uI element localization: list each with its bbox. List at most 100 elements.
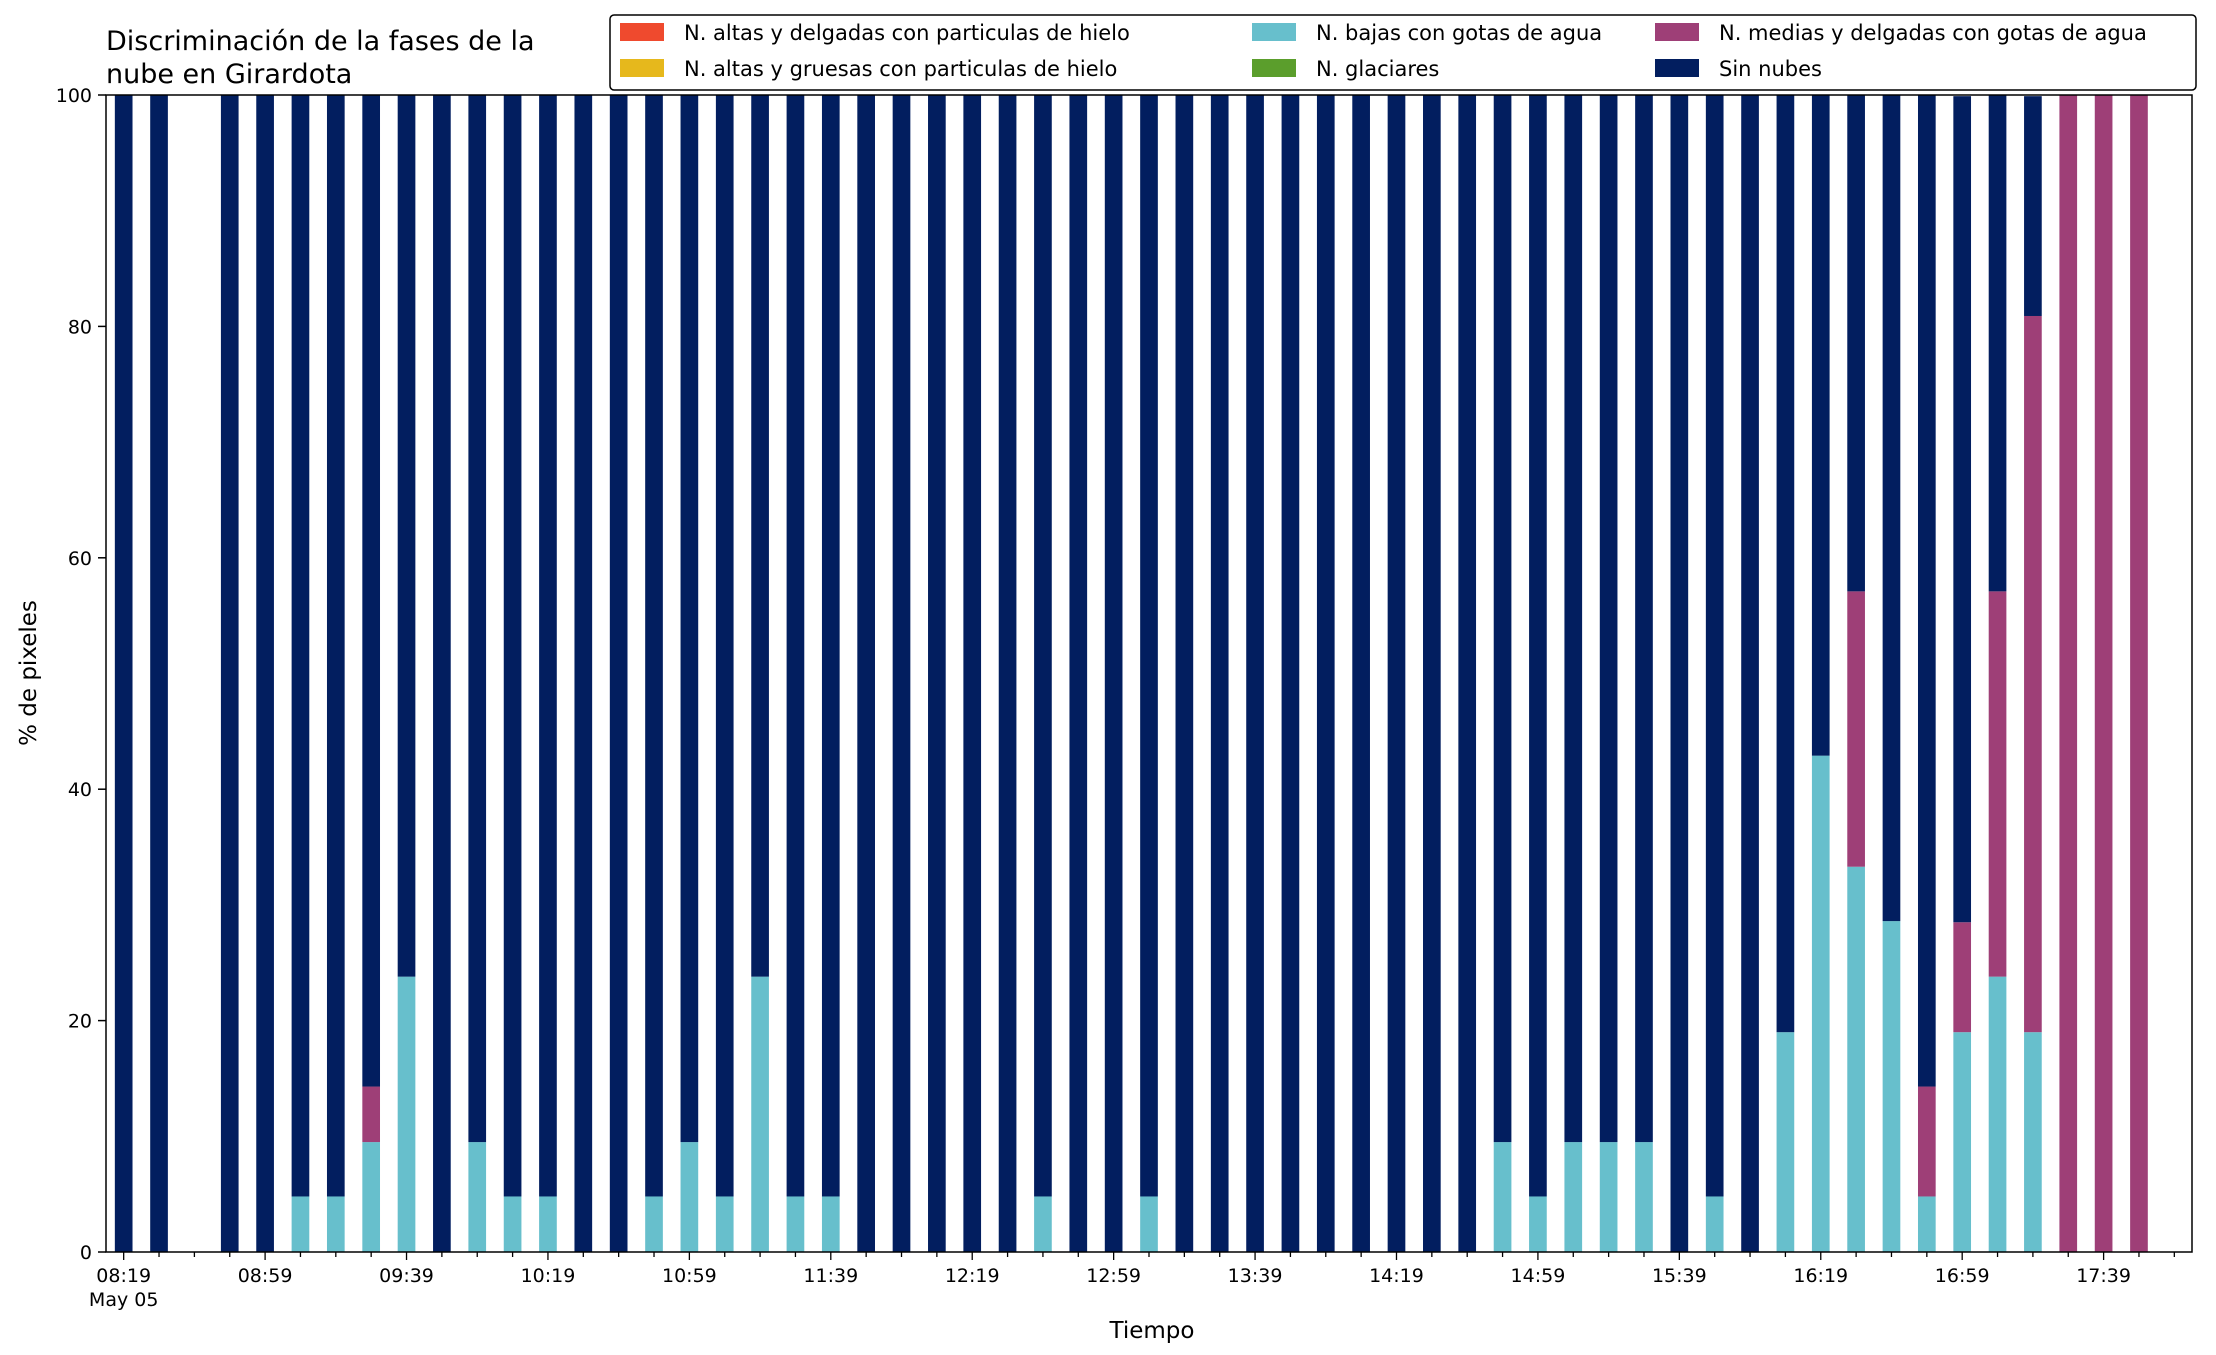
bar-n-bajas-con-gotas-de-agua-1449 — [1493, 1142, 1512, 1252]
bar-n-bajas-con-gotas-de-agua-1129 — [786, 1196, 805, 1252]
bar-n-bajas-con-gotas-de-agua-1629 — [1847, 866, 1865, 1252]
y-tick-label-40: 40 — [68, 779, 92, 801]
x-tick-label-1459: 14:59 — [1511, 1265, 1566, 1287]
bar-sin-nubes-1349 — [1281, 95, 1300, 1252]
bar-sin-nubes-1139 — [821, 95, 840, 1197]
x-tick-label-0939: 09:39 — [379, 1265, 434, 1287]
bar-sin-nubes-1329 — [1210, 95, 1229, 1252]
bar-sin-nubes-1629 — [1847, 95, 1865, 592]
x-tick-label-1259: 12:59 — [1086, 1265, 1141, 1287]
bar-sin-nubes-1429 — [1423, 95, 1441, 1252]
bar-n-bajas-con-gotas-de-agua-1459 — [1529, 1196, 1547, 1252]
bar-sin-nubes-1459 — [1529, 95, 1547, 1197]
y-tick-label-60: 60 — [68, 548, 92, 570]
bar-n-medias-y-delgadas-con-gotas-de-agua-0929 — [362, 1086, 381, 1143]
bar-n-medias-y-delgadas-con-gotas-de-agua-1739 — [2094, 95, 2113, 1252]
bar-sin-nubes-1449 — [1493, 95, 1512, 1143]
bar-sin-nubes-0849 — [220, 95, 239, 1252]
x-tick-sublabel-date: May 05 — [89, 1289, 159, 1311]
x-tick-label-1019: 10:19 — [521, 1265, 576, 1287]
bar-n-bajas-con-gotas-de-agua-0929 — [362, 1142, 381, 1252]
y-axis-label: % de pixeles — [16, 600, 42, 746]
bar-n-bajas-con-gotas-de-agua-1709 — [1988, 976, 2007, 1252]
bar-n-bajas-con-gotas-de-agua-1309 — [1140, 1196, 1158, 1252]
bar-sin-nubes-1249 — [1069, 95, 1088, 1252]
legend-label-n-glaciares: N. glaciares — [1316, 57, 1439, 81]
legend-label-n-medias-y-delgadas-con-gotas-de-agua: N. medias y delgadas con gotas de agua — [1719, 21, 2147, 45]
bar-n-medias-y-delgadas-con-gotas-de-agua-1709 — [1988, 591, 2007, 977]
bars-layer — [114, 95, 2148, 1252]
bar-sin-nubes-1039 — [609, 95, 628, 1252]
bar-n-bajas-con-gotas-de-agua-0909 — [291, 1196, 310, 1252]
bar-sin-nubes-1529 — [1635, 95, 1653, 1143]
bar-n-medias-y-delgadas-con-gotas-de-agua-1749 — [2130, 95, 2148, 1252]
legend-swatch-n-glaciares — [1252, 59, 1296, 77]
bar-sin-nubes-1639 — [1882, 95, 1901, 922]
bar-sin-nubes-0819 — [114, 95, 133, 1252]
legend-label-sin-nubes: Sin nubes — [1719, 57, 1822, 81]
bar-n-medias-y-delgadas-con-gotas-de-agua-1649 — [1917, 1086, 1936, 1197]
bar-sin-nubes-1419 — [1387, 95, 1406, 1252]
legend-label-n-altas-y-delgadas-con-particulas-de-hielo: N. altas y delgadas con particulas de hi… — [684, 21, 1130, 45]
x-tick-label-1059: 10:59 — [662, 1265, 717, 1287]
bar-sin-nubes-0929 — [362, 95, 381, 1087]
x-tick-label-0859: 08:59 — [238, 1265, 293, 1287]
bar-sin-nubes-1619 — [1811, 95, 1830, 756]
bar-sin-nubes-1339 — [1246, 95, 1264, 1252]
bar-n-bajas-con-gotas-de-agua-0939 — [397, 976, 416, 1252]
bar-n-bajas-con-gotas-de-agua-1659 — [1953, 1032, 1972, 1252]
x-tick-label-1739: 17:39 — [2076, 1265, 2131, 1287]
bar-sin-nubes-0909 — [291, 95, 310, 1197]
bar-sin-nubes-1119 — [751, 95, 769, 977]
bar-n-medias-y-delgadas-con-gotas-de-agua-1659 — [1953, 922, 1972, 1033]
legend-swatch-n-altas-y-delgadas-con-particulas-de-hielo — [620, 23, 664, 41]
bar-sin-nubes-1019 — [539, 95, 557, 1197]
bar-sin-nubes-0829 — [150, 95, 168, 1252]
bar-sin-nubes-1409 — [1352, 95, 1370, 1252]
x-tick-label-1659: 16:59 — [1935, 1265, 1990, 1287]
bar-sin-nubes-1259 — [1104, 95, 1123, 1252]
bar-sin-nubes-1049 — [645, 95, 663, 1197]
bar-n-bajas-con-gotas-de-agua-1639 — [1882, 921, 1901, 1252]
bar-n-bajas-con-gotas-de-agua-1509 — [1564, 1142, 1583, 1252]
bar-sin-nubes-1159 — [892, 95, 911, 1252]
bar-sin-nubes-1009 — [503, 95, 522, 1197]
legend-label-n-altas-y-gruesas-con-particulas-de-hielo: N. altas y gruesas con particulas de hie… — [684, 57, 1117, 81]
x-axis-label: Tiempo — [1109, 1318, 1195, 1344]
chart-title-line-1: Discriminación de la fases de la — [106, 26, 535, 57]
bar-n-medias-y-delgadas-con-gotas-de-agua-1629 — [1847, 591, 1865, 867]
bar-sin-nubes-1649 — [1917, 95, 1936, 1087]
bar-sin-nubes-0949 — [433, 95, 451, 1252]
bar-sin-nubes-1539 — [1670, 95, 1689, 1252]
bar-sin-nubes-0919 — [326, 95, 345, 1197]
legend-swatch-n-medias-y-delgadas-con-gotas-de-agua — [1655, 23, 1699, 41]
bar-sin-nubes-0859 — [256, 95, 274, 1252]
legend-swatch-n-bajas-con-gotas-de-agua — [1252, 23, 1296, 41]
bar-sin-nubes-1149 — [857, 95, 875, 1252]
bar-sin-nubes-1229 — [998, 95, 1017, 1252]
x-tick-label-1339: 13:39 — [1228, 1265, 1283, 1287]
bar-sin-nubes-1059 — [680, 95, 699, 1143]
bar-n-bajas-con-gotas-de-agua-1649 — [1917, 1196, 1936, 1252]
bar-sin-nubes-1659 — [1953, 96, 1972, 923]
y-tick-label-80: 80 — [68, 316, 92, 338]
chart-title-line-2: nube en Girardota — [106, 59, 352, 90]
bar-sin-nubes-1709 — [1988, 95, 2007, 592]
bar-sin-nubes-1509 — [1564, 95, 1583, 1143]
bar-n-bajas-con-gotas-de-agua-1049 — [645, 1196, 663, 1252]
bar-n-bajas-con-gotas-de-agua-1019 — [539, 1196, 557, 1252]
bar-sin-nubes-1319 — [1175, 95, 1194, 1252]
x-tick-label-0819: 08:19 — [96, 1265, 151, 1287]
bar-n-bajas-con-gotas-de-agua-1529 — [1635, 1142, 1653, 1252]
x-tick-label-1139: 11:39 — [803, 1265, 858, 1287]
y-tick-label-0: 0 — [80, 1242, 92, 1264]
legend-label-n-bajas-con-gotas-de-agua: N. bajas con gotas de agua — [1316, 21, 1602, 45]
bar-sin-nubes-1719 — [2024, 96, 2042, 316]
bar-n-bajas-con-gotas-de-agua-1519 — [1599, 1142, 1618, 1252]
legend-swatch-sin-nubes — [1655, 59, 1699, 77]
bar-n-medias-y-delgadas-con-gotas-de-agua-1729 — [2059, 95, 2078, 1252]
bar-sin-nubes-1549 — [1705, 95, 1724, 1197]
bar-sin-nubes-1209 — [928, 95, 946, 1252]
y-tick-label-20: 20 — [68, 1011, 92, 1033]
